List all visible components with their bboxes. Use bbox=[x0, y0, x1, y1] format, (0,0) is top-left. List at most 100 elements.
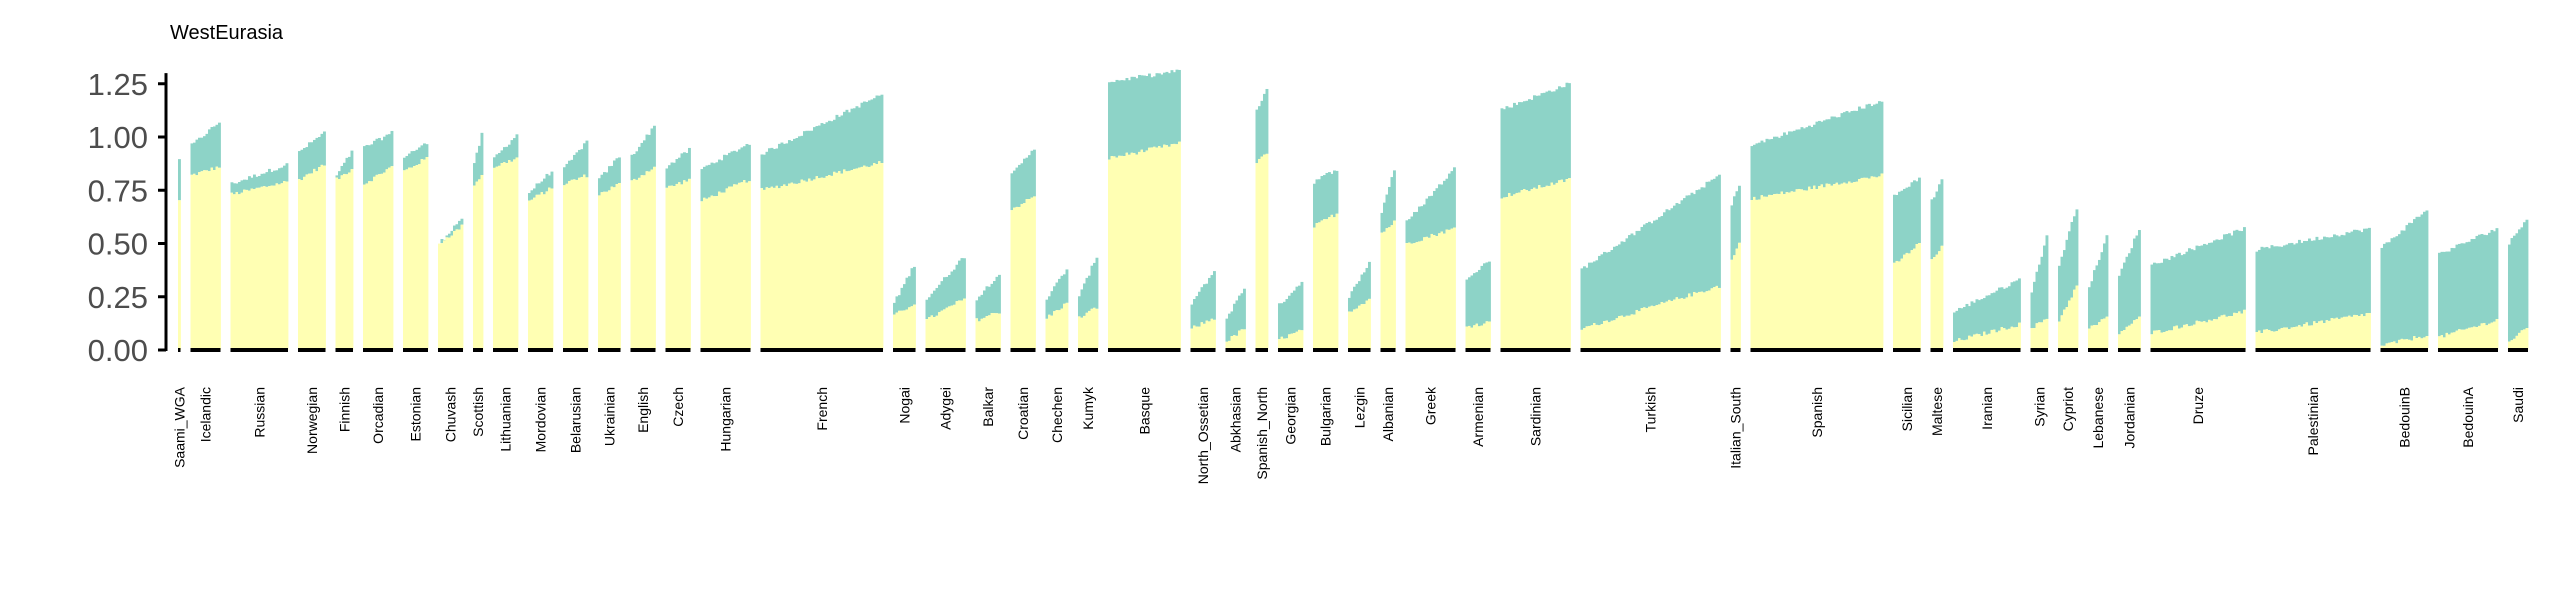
bar-segment-upper bbox=[1963, 306, 1966, 341]
bar-segment-upper bbox=[958, 260, 961, 301]
bar-segment-lower bbox=[1670, 300, 1674, 350]
group-underline bbox=[298, 348, 326, 352]
bar-segment-upper bbox=[2363, 228, 2366, 317]
bar-segment-lower bbox=[943, 309, 946, 350]
bar-segment-upper bbox=[1800, 127, 1804, 190]
bar-segment-upper bbox=[218, 122, 221, 168]
bar-segment-lower bbox=[2013, 327, 2016, 350]
group-underline bbox=[1078, 348, 1098, 352]
bar-segment-upper bbox=[680, 153, 684, 185]
bar-segment-upper bbox=[618, 157, 621, 183]
bar-segment-lower bbox=[1195, 326, 1199, 350]
bar-segment-upper bbox=[1108, 82, 1111, 160]
bar-segment-upper bbox=[2215, 239, 2219, 320]
bar-segment-upper bbox=[2493, 231, 2496, 322]
x-tick-label: Druze bbox=[2190, 387, 2206, 425]
bar-segment-upper bbox=[1935, 191, 1939, 255]
bar-segment-lower bbox=[633, 178, 636, 350]
bar-segment-lower bbox=[2073, 289, 2076, 350]
bar-segment-lower bbox=[373, 176, 376, 350]
bar-segment-lower bbox=[1083, 315, 1086, 350]
bar-segment-lower bbox=[378, 174, 381, 350]
bar-segment-upper bbox=[838, 116, 841, 172]
bar-segment-lower bbox=[230, 192, 234, 350]
x-tick-label: Greek bbox=[1423, 386, 1439, 425]
bar-segment-lower bbox=[440, 243, 444, 350]
bar-segment-lower bbox=[1243, 329, 1246, 350]
bar-segment-upper bbox=[258, 176, 261, 188]
chart-title: WestEurasia bbox=[170, 22, 284, 44]
bar-segment-upper bbox=[1505, 106, 1509, 198]
bar-segment-upper bbox=[318, 137, 321, 168]
bar-segment-upper bbox=[1605, 252, 1609, 321]
bar-segment-lower bbox=[938, 312, 941, 350]
bar-segment-upper bbox=[2425, 210, 2429, 337]
x-tick-label: Cypriot bbox=[2060, 387, 2076, 431]
bar-segment-lower bbox=[683, 180, 686, 350]
bar-segment-lower bbox=[1010, 210, 1014, 350]
bar-segment-upper bbox=[1758, 142, 1761, 200]
bar-segment-upper bbox=[2040, 256, 2044, 323]
bar-segment-upper bbox=[575, 152, 579, 180]
bar-segment-lower bbox=[1408, 242, 1411, 350]
bar-segment-lower bbox=[1930, 259, 1934, 350]
bar-segment-upper bbox=[600, 174, 604, 193]
group-underline bbox=[2088, 348, 2108, 352]
bar-segment-lower bbox=[2198, 321, 2201, 350]
bar-segment-lower bbox=[1788, 192, 1791, 350]
bar-segment-lower bbox=[1708, 290, 1711, 350]
bar-segment-upper bbox=[1640, 226, 1644, 308]
bar-segment-upper bbox=[1328, 172, 1331, 218]
bar-segment-upper bbox=[1828, 119, 1831, 184]
bar-segment-lower bbox=[2285, 327, 2289, 350]
bar-segment-upper bbox=[1448, 173, 1451, 230]
bar-segment-lower bbox=[2515, 335, 2519, 350]
bar-segment-lower bbox=[2415, 338, 2419, 350]
bar-segment-upper bbox=[1700, 187, 1704, 292]
bar-segment-lower bbox=[1078, 316, 1081, 350]
bar-segment-lower bbox=[1360, 304, 1364, 350]
bar-segment-lower bbox=[1153, 146, 1156, 350]
bar-segment-upper bbox=[305, 147, 309, 175]
bar-segment-lower bbox=[2090, 325, 2094, 350]
bar-segment-lower bbox=[1995, 332, 1999, 350]
bar-segment-lower bbox=[1443, 233, 1446, 350]
bar-segment-upper bbox=[1568, 83, 1571, 179]
bar-segment-upper bbox=[760, 154, 764, 189]
bar-segment-upper bbox=[710, 162, 714, 196]
bar-segment-lower bbox=[648, 171, 651, 350]
bar-segment-lower bbox=[2488, 323, 2491, 350]
bar-segment-lower bbox=[1933, 257, 1936, 350]
bar-segment-upper bbox=[310, 142, 314, 174]
bar-segment-lower bbox=[1085, 312, 1089, 350]
bar-segment-lower bbox=[945, 307, 949, 350]
bar-segment-lower bbox=[1803, 190, 1806, 350]
bars-layer bbox=[178, 69, 2529, 350]
bar-segment-upper bbox=[1258, 106, 1261, 159]
bar-segment-upper bbox=[2070, 221, 2074, 298]
bar-segment-lower bbox=[1065, 302, 1069, 350]
bar-segment-upper bbox=[1915, 181, 1919, 244]
bar-segment-lower bbox=[1465, 326, 1469, 350]
bar-segment-upper bbox=[743, 146, 746, 181]
bar-segment-upper bbox=[1135, 78, 1139, 155]
bar-segment-upper bbox=[2515, 233, 2519, 336]
x-tick-label: Lithuanian bbox=[498, 387, 514, 452]
bar-segment-upper bbox=[2495, 228, 2499, 320]
group-underline bbox=[178, 348, 181, 352]
bar-segment-upper bbox=[340, 165, 344, 176]
bar-segment-upper bbox=[725, 155, 729, 189]
bar-segment-upper bbox=[870, 99, 874, 166]
bar-segment-upper bbox=[1513, 102, 1516, 195]
bar-segment-upper bbox=[1998, 287, 2001, 331]
x-tick-label: Jordanian bbox=[2121, 387, 2137, 449]
bar-segment-lower bbox=[2363, 316, 2366, 350]
bar-segment-upper bbox=[1978, 300, 1981, 335]
bar-segment-lower bbox=[283, 181, 286, 350]
bar-segment-lower bbox=[1635, 309, 1639, 350]
bar-segment-lower bbox=[380, 173, 384, 350]
bar-segment-lower bbox=[788, 183, 791, 350]
x-tick-label: Belarusian bbox=[568, 387, 584, 453]
bar-segment-upper bbox=[545, 173, 549, 192]
